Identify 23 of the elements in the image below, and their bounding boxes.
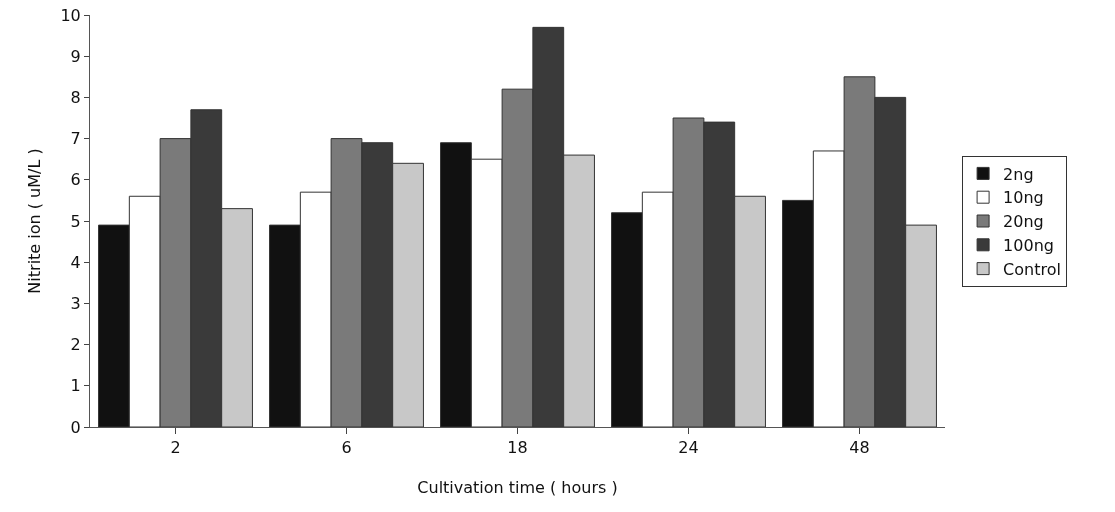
y-tick-label: 5 (70, 211, 81, 231)
y-tick-label: 7 (70, 129, 81, 149)
legend-label: 10ng (1003, 188, 1044, 208)
y-tick-label: 4 (70, 252, 81, 272)
y-axis-title: Nitrite ion ( uM/L ) (25, 148, 45, 294)
x-axis-title: Cultivation time ( hours ) (417, 477, 618, 497)
y-tick-label: 2 (70, 335, 81, 355)
y-tick-label: 6 (70, 170, 81, 190)
legend-label: 20ng (1003, 212, 1044, 232)
y-tick-label: 10 (60, 5, 81, 25)
x-tick-label: 18 (507, 438, 528, 458)
x-tick-label: 6 (341, 438, 352, 458)
y-tick-label: 0 (70, 417, 81, 437)
legend-label: 2ng (1003, 164, 1034, 184)
y-tick-label: 3 (70, 294, 81, 313)
legend-label: 100ng (1003, 236, 1054, 256)
x-tick-label: 2 (170, 438, 181, 458)
y-tick-label: 1 (70, 376, 81, 396)
y-tick-label: 9 (70, 46, 81, 66)
legend-label: Control (1003, 259, 1061, 279)
x-tick-label: 48 (849, 438, 870, 458)
x-tick-label: 24 (678, 438, 699, 458)
y-tick-label: 8 (70, 88, 81, 107)
